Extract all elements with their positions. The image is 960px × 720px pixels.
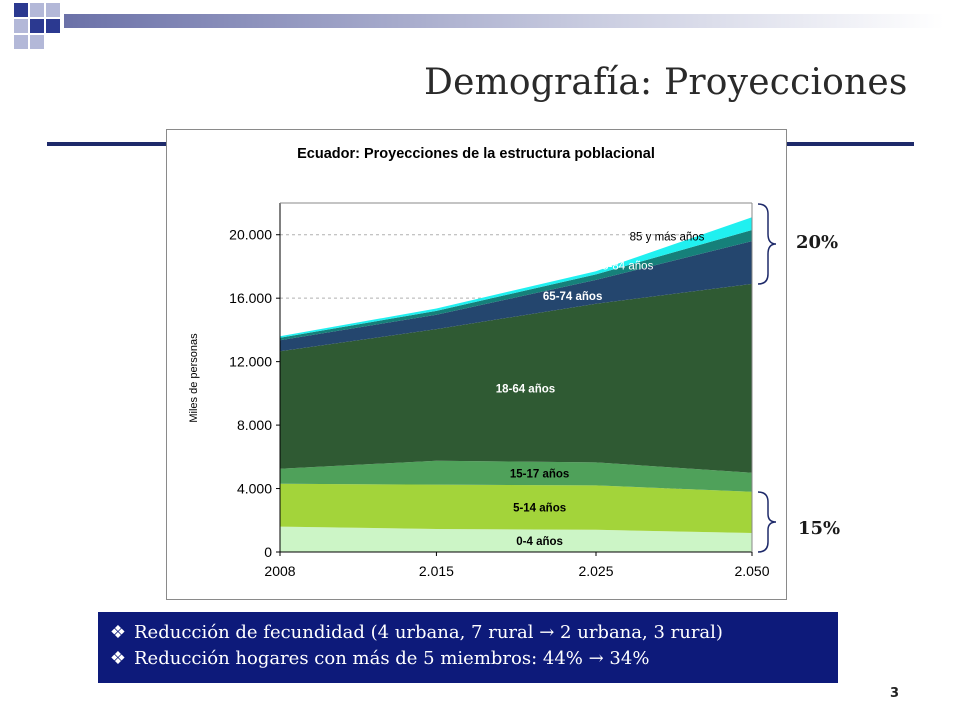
x-tick-label: 2008 bbox=[264, 563, 295, 579]
area-series-label: 75-84 años bbox=[596, 261, 654, 273]
corner-square-decoration bbox=[46, 3, 60, 17]
y-tick-label: 0 bbox=[264, 544, 272, 560]
page-title: Demografía: Proyecciones bbox=[424, 62, 908, 103]
y-tick-label: 20.000 bbox=[229, 227, 272, 243]
area-series-label: 5-14 años bbox=[513, 502, 566, 514]
y-tick-label: 4.000 bbox=[237, 481, 272, 497]
population-chart: Ecuador: Proyecciones de la estructura p… bbox=[188, 146, 770, 579]
area-series bbox=[280, 283, 752, 473]
note-item: ❖ Reducción hogares con más de 5 miembros… bbox=[106, 646, 838, 672]
y-tick-label: 8.000 bbox=[237, 417, 272, 433]
y-tick-label: 12.000 bbox=[229, 354, 272, 370]
area-series bbox=[280, 241, 752, 352]
x-tick-label: 2.015 bbox=[419, 563, 454, 579]
bottom-brace-label: 15% bbox=[798, 518, 841, 539]
chart-title: Ecuador: Proyecciones de la estructura p… bbox=[297, 146, 655, 162]
area-series-label: 0-4 años bbox=[516, 536, 563, 548]
corner-square-decoration bbox=[30, 19, 44, 33]
top-brace-label: 20% bbox=[796, 232, 839, 253]
notes-box: ❖ Reducción de fecundidad (4 urbana, 7 ru… bbox=[98, 612, 838, 683]
y-axis-label: Miles de personas bbox=[188, 333, 200, 423]
top-brace bbox=[757, 203, 777, 285]
y-tick-label: 16.000 bbox=[229, 290, 272, 306]
diamond-bullet-icon: ❖ bbox=[109, 622, 127, 643]
page-number: 3 bbox=[890, 686, 900, 701]
note-text: Reducción de fecundidad (4 urbana, 7 rur… bbox=[134, 622, 723, 643]
area-series bbox=[280, 483, 752, 533]
corner-square-decoration bbox=[14, 3, 28, 17]
header-gradient-bar bbox=[64, 14, 944, 28]
area-series-label: 15-17 años bbox=[510, 468, 569, 480]
corner-square-decoration bbox=[14, 19, 28, 33]
corner-square-decoration bbox=[30, 3, 44, 17]
corner-square-decoration bbox=[30, 35, 44, 49]
area-series bbox=[280, 460, 752, 492]
x-tick-label: 2.025 bbox=[578, 563, 613, 579]
note-text: Reducción hogares con más de 5 miembros:… bbox=[134, 648, 650, 669]
corner-square-decoration bbox=[46, 19, 60, 33]
area-series-label: 85 y más años bbox=[630, 231, 705, 243]
area-series bbox=[280, 526, 752, 552]
x-tick-label: 2.050 bbox=[734, 563, 769, 579]
chart-container: Ecuador: Proyecciones de la estructura p… bbox=[166, 129, 787, 600]
diamond-bullet-icon: ❖ bbox=[109, 648, 127, 669]
area-series-label: 18-64 años bbox=[496, 383, 555, 395]
note-item: ❖ Reducción de fecundidad (4 urbana, 7 ru… bbox=[106, 620, 838, 646]
bottom-brace bbox=[757, 491, 777, 553]
area-series-label: 65-74 años bbox=[543, 291, 602, 303]
corner-square-decoration bbox=[14, 35, 28, 49]
